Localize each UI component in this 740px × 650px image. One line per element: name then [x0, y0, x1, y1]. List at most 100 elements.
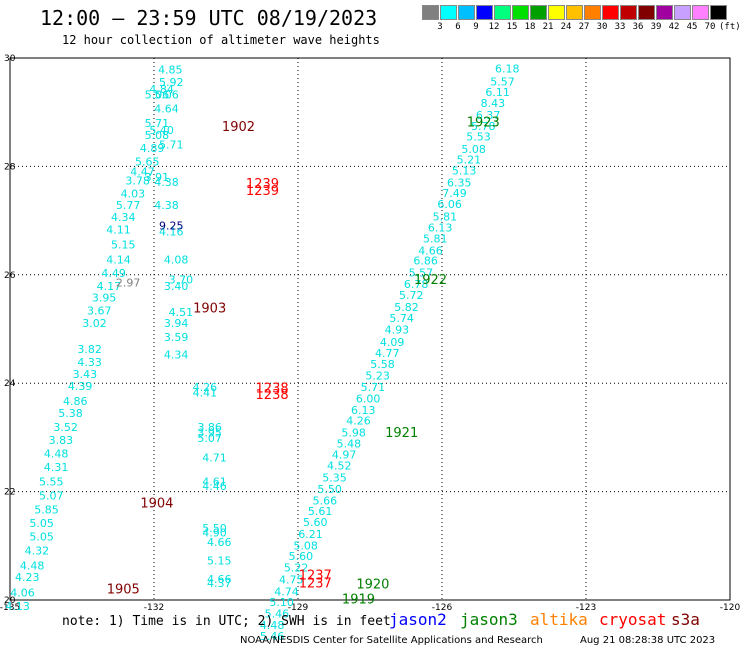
wave-height-label: 4.84	[149, 83, 174, 96]
wave-height-label: 5.71	[361, 381, 386, 394]
wave-height-label: 5.08	[145, 129, 170, 142]
color-scale-bar	[422, 5, 728, 21]
satellite-legend-jason2: jason2	[389, 610, 447, 629]
wave-height-label: 5.15	[207, 554, 232, 567]
wave-height-label: 5.05	[29, 531, 54, 544]
wave-height-label: 3.43	[73, 368, 98, 381]
wave-height-label: 4.14	[106, 254, 131, 267]
scale-label: 21	[542, 22, 554, 32]
wave-height-label: 5.66	[313, 494, 338, 507]
pass-time-label: 1921	[385, 426, 418, 441]
wave-height-label: 3.83	[49, 434, 74, 447]
wave-height-label: 5.06	[145, 88, 170, 101]
wave-height-label: 3.70	[169, 274, 194, 287]
wave-height-label: 5.85	[34, 503, 59, 516]
wave-height-label: 5.38	[58, 407, 83, 420]
wave-height-label: 5.72	[399, 289, 424, 302]
wave-height-label: 4.93	[385, 324, 410, 337]
wave-height-label: 4.64	[154, 102, 179, 115]
wave-height-label: 5.15	[111, 238, 136, 251]
wave-height-label: 5.23	[365, 370, 390, 383]
pass-time-label: 1903	[193, 301, 226, 316]
wave-height-label: 6.13	[428, 222, 453, 235]
y-tick-label: 28	[4, 162, 16, 172]
wave-height-label: 4.38	[154, 176, 179, 189]
pass-time-label: 1237	[299, 577, 332, 592]
wave-height-label: 4.90	[202, 526, 227, 539]
wave-height-label: 4.51	[169, 306, 194, 319]
wave-height-label: 6.13	[351, 404, 376, 417]
wave-height-label: 4.66	[207, 573, 232, 586]
wave-height-label: 4.13	[5, 600, 30, 613]
wave-height-label: 5.35	[322, 472, 347, 485]
wave-height-label: 6.11	[485, 86, 510, 99]
wave-height-label: 3.82	[77, 343, 102, 356]
wave-height-label: 4.74	[274, 585, 299, 598]
wave-height-label: 5.61	[308, 505, 333, 518]
wave-height-label: 4.77	[375, 347, 400, 360]
wave-height-label: 3.86	[197, 421, 222, 434]
satellite-legend-cryosat: cryosat	[599, 610, 667, 629]
wave-height-label: 6.21	[298, 528, 323, 541]
wave-height-label: 5.50	[202, 522, 227, 535]
pass-time-label: 1238	[256, 388, 289, 403]
wave-height-label: 4.16	[159, 225, 184, 238]
generated-timestamp: Aug 21 08:28:38 UTC 2023	[580, 635, 716, 646]
x-tick-label: -120	[720, 603, 740, 613]
wave-height-label: 5.06	[154, 88, 179, 101]
wave-height-label: 5.98	[341, 427, 366, 440]
scale-swatch	[566, 5, 583, 20]
y-tick-label: 30	[4, 54, 16, 64]
scale-swatch	[674, 5, 691, 20]
wave-height-label: 5.50	[317, 483, 342, 496]
wave-height-label: 4.71	[202, 451, 227, 464]
satellite-legend-jason3: jason3	[460, 610, 518, 629]
wave-height-label: 4.11	[106, 223, 131, 236]
wave-height-label: 4.41	[193, 386, 218, 399]
scale-label: 24	[560, 22, 572, 32]
x-tick-label: -135	[0, 603, 20, 613]
scale-swatch	[710, 5, 727, 20]
wave-height-label: 4.37	[207, 577, 232, 590]
wave-height-label: 3.02	[82, 317, 107, 330]
wave-height-label: 5.08	[461, 143, 486, 156]
wave-height-label: 5.40	[149, 124, 174, 137]
satellite-legend-altika: altika	[530, 610, 588, 629]
scale-swatch	[656, 5, 673, 20]
wave-height-label: 5.08	[293, 539, 318, 552]
wave-height-label: 5.77	[116, 199, 141, 212]
wave-height-label: 4.17	[97, 280, 122, 293]
wave-height-label: 2.97	[116, 276, 141, 289]
wave-height-label: 5.13	[452, 165, 477, 178]
wave-height-label: 4.34	[164, 348, 189, 361]
wave-height-label: 6.86	[413, 255, 438, 268]
scale-swatch	[548, 5, 565, 20]
wave-height-label: 5.74	[389, 312, 414, 325]
wave-height-label: 5.92	[159, 76, 184, 89]
wave-height-label: 4.26	[346, 415, 371, 428]
wave-height-label: 6.35	[447, 177, 472, 190]
wave-height-label: 4.38	[154, 199, 179, 212]
wave-height-label: 3.95	[92, 292, 117, 305]
wave-height-label: 5.71	[145, 117, 170, 130]
wave-height-label: 3.95	[197, 427, 222, 440]
wave-height-label: 4.61	[202, 475, 227, 488]
scale-swatch	[692, 5, 709, 20]
scale-label: 36	[632, 22, 644, 32]
wave-height-label: 6.00	[356, 392, 381, 405]
scale-swatch	[458, 5, 475, 20]
scale-label: 42	[668, 22, 680, 32]
wave-height-label: 6.18	[495, 62, 520, 75]
scale-swatch	[512, 5, 529, 20]
pass-time-label: 1239	[246, 184, 279, 199]
wave-height-label: 5.60	[289, 550, 314, 563]
pass-time-label: 1904	[140, 496, 173, 511]
wave-height-label: 9.25	[159, 219, 184, 232]
credit-text: NOAA/NESDIS Center for Satellite Applica…	[240, 635, 543, 646]
wave-height-label: 5.48	[337, 437, 362, 450]
x-tick-label: -132	[144, 603, 164, 613]
x-tick-label: -123	[576, 603, 596, 613]
wave-height-label: 4.33	[77, 356, 102, 369]
wave-height-label: 5.81	[423, 232, 448, 245]
wave-height-label: 5.60	[303, 516, 328, 529]
